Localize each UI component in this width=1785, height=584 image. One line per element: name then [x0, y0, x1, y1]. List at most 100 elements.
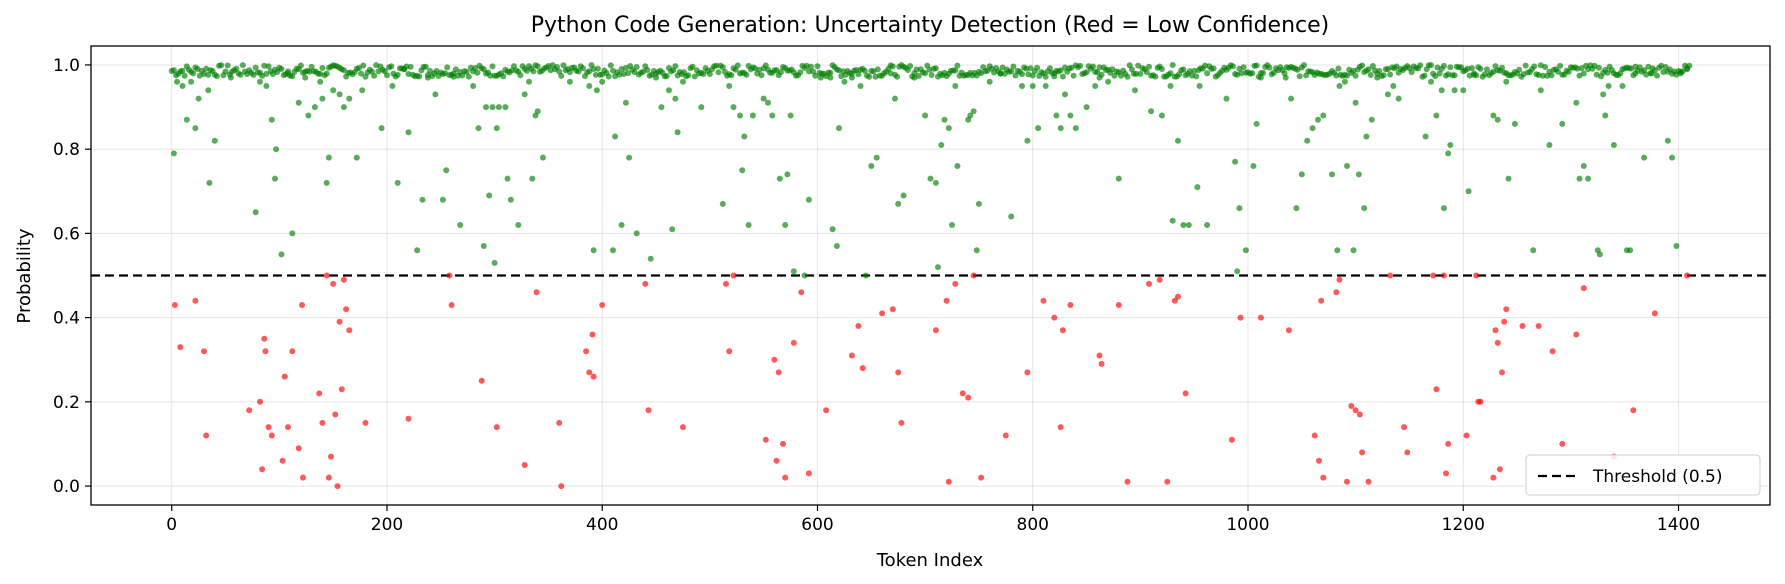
data-point: [272, 175, 278, 182]
data-point: [534, 108, 541, 115]
data-point: [723, 280, 729, 287]
legend-threshold-label: Threshold (0.5): [1592, 467, 1722, 487]
data-point: [1352, 99, 1359, 106]
data-point: [827, 69, 834, 76]
data-point: [932, 179, 939, 186]
data-point: [1152, 73, 1159, 80]
data-point: [1359, 62, 1366, 69]
x-tick-label: 1200: [1442, 515, 1485, 535]
data-point: [1445, 440, 1452, 447]
data-point: [1549, 348, 1556, 355]
data-point: [263, 83, 270, 89]
data-point: [1576, 175, 1583, 182]
data-point: [734, 62, 741, 69]
data-point: [618, 222, 625, 228]
data-point: [1077, 62, 1084, 69]
data-point: [1027, 65, 1034, 72]
data-point: [773, 457, 780, 464]
data-point: [626, 154, 633, 161]
data-point: [590, 66, 597, 72]
data-point: [797, 69, 804, 76]
data-point: [443, 167, 450, 174]
data-point: [1580, 285, 1587, 292]
data-point: [540, 154, 546, 161]
data-point: [1315, 116, 1321, 123]
data-point: [316, 390, 323, 397]
data-point: [728, 72, 735, 79]
data-point: [504, 175, 511, 182]
data-point: [493, 125, 500, 132]
data-point: [378, 125, 385, 132]
data-point: [653, 74, 659, 81]
data-point: [997, 70, 1004, 77]
data-point: [362, 419, 369, 426]
data-point: [560, 62, 567, 69]
data-point: [1369, 63, 1376, 69]
data-point: [633, 230, 640, 237]
data-point: [346, 95, 353, 102]
data-point: [889, 306, 896, 313]
data-point: [1185, 222, 1192, 228]
data-point: [612, 133, 619, 140]
data-point: [1285, 327, 1292, 334]
data-point: [1180, 222, 1187, 228]
data-point: [1494, 339, 1501, 346]
data-point: [1651, 310, 1658, 317]
data-point: [892, 95, 898, 102]
data-point: [480, 243, 487, 249]
data-point: [1356, 411, 1363, 418]
data-point: [330, 280, 337, 287]
data-point: [758, 72, 765, 79]
data-point: [278, 66, 285, 72]
data-point: [1057, 424, 1064, 431]
data-point: [959, 390, 966, 397]
data-point: [556, 419, 563, 426]
data-point: [1684, 272, 1691, 279]
data-point: [1260, 70, 1267, 76]
data-point: [658, 104, 665, 111]
data-point: [1580, 163, 1587, 169]
data-point: [530, 68, 537, 75]
data-point: [719, 64, 726, 71]
data-point: [1059, 73, 1066, 80]
chart-title: Python Code Generation: Uncertainty Dete…: [531, 13, 1330, 38]
data-point: [827, 74, 834, 81]
data-point: [259, 466, 266, 473]
data-point: [739, 167, 746, 174]
data-point: [1257, 314, 1264, 321]
data-point: [857, 83, 864, 89]
data-point: [1301, 62, 1307, 69]
data-points: [168, 62, 1693, 490]
data-point: [1390, 83, 1397, 89]
data-point: [495, 104, 502, 111]
data-point: [319, 95, 326, 102]
data-point: [323, 179, 330, 186]
data-point: [1604, 69, 1611, 76]
data-point: [340, 67, 347, 74]
data-point: [1664, 137, 1671, 144]
data-point: [213, 73, 220, 80]
data-point: [1344, 163, 1350, 169]
data-point: [388, 63, 395, 70]
data-point: [782, 222, 789, 228]
data-point: [257, 398, 263, 405]
data-point: [262, 348, 269, 355]
data-point: [1516, 66, 1523, 73]
data-point: [1368, 116, 1375, 123]
data-point: [663, 73, 670, 79]
data-point: [932, 327, 939, 334]
data-point: [922, 112, 929, 119]
data-point: [1422, 133, 1429, 140]
data-point: [394, 179, 401, 186]
data-point: [610, 247, 616, 254]
data-point: [558, 483, 565, 490]
data-point: [798, 289, 805, 296]
data-point: [1630, 407, 1637, 414]
data-point: [873, 154, 880, 161]
data-point: [594, 65, 601, 72]
data-point: [338, 386, 345, 393]
data-point: [674, 129, 681, 136]
axis-ticks: 0 200 400 600 800 1000 1200 1400 0.0 0.2 0.4 0.6 0.8…: [53, 56, 1700, 535]
data-point: [325, 154, 332, 161]
data-point: [776, 175, 783, 182]
